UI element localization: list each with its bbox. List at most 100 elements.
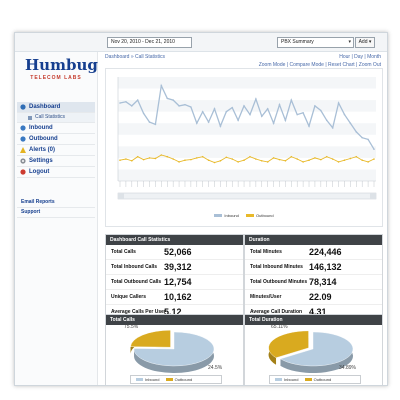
data-point xyxy=(272,122,275,125)
data-point xyxy=(343,159,346,161)
data-point xyxy=(343,113,346,116)
legend-label: Inbound xyxy=(145,377,160,382)
data-point xyxy=(201,110,204,113)
pie-slice-outbound xyxy=(130,330,171,348)
data-point xyxy=(125,158,127,160)
panel-title: Total Calls xyxy=(106,315,243,325)
stat-value: 146,132 xyxy=(309,262,342,272)
add-button[interactable]: Add ▾ xyxy=(355,37,375,48)
top-toolbar: Nov 20, 2010 - Dec 21, 2010 PBX Summary … xyxy=(15,33,387,52)
sidebar-item-settings[interactable]: Settings xyxy=(17,156,95,167)
sidebar-item-label: Logout xyxy=(29,169,50,175)
grid-band xyxy=(118,100,376,112)
legend-label: Outbound xyxy=(313,377,332,382)
data-point xyxy=(260,159,263,162)
data-point xyxy=(213,107,216,110)
sidebar-item-label: Call Statistics xyxy=(35,114,66,120)
total-calls-pie: 75.5% 24.5% Inbound Outbound xyxy=(106,324,243,385)
data-point xyxy=(255,158,257,160)
legend-label: Inbound xyxy=(224,213,239,218)
legend-label: Outbound xyxy=(174,377,193,382)
stat-row: Total Minutes 224,446 xyxy=(245,245,382,260)
data-point xyxy=(243,159,245,161)
panel-title: Dashboard Call Statistics xyxy=(106,235,243,245)
stat-value: 39,312 xyxy=(164,262,192,272)
stat-label: Minutes/User xyxy=(250,294,282,300)
stat-row: Total Outbound Minutes 78,314 xyxy=(245,275,382,290)
dashboard-icon xyxy=(20,104,26,110)
data-point xyxy=(160,84,163,87)
data-point xyxy=(320,109,322,112)
data-point xyxy=(266,107,269,110)
stat-label: Total Calls xyxy=(111,249,136,255)
data-point xyxy=(367,161,369,163)
panel-title: Duration xyxy=(245,235,382,245)
slice-label: 24.5% xyxy=(208,365,223,371)
sidebar-item-label: Outbound xyxy=(29,136,58,142)
pie-slice-inbound xyxy=(279,331,354,367)
data-point xyxy=(355,155,358,158)
data-point xyxy=(320,158,322,161)
stat-value: 78,314 xyxy=(309,277,337,287)
data-point xyxy=(119,102,121,104)
data-point xyxy=(195,122,198,125)
stat-row: Unique Callers 10,162 xyxy=(106,290,243,305)
data-point xyxy=(290,155,293,158)
stat-value: 4.31 xyxy=(309,307,327,317)
pie-legend: Inbound Outbound xyxy=(269,375,361,384)
data-point xyxy=(308,159,310,161)
legend-label: Inbound xyxy=(284,377,299,382)
sidebar-item-alerts[interactable]: Alerts (0) xyxy=(17,145,95,156)
data-point xyxy=(296,158,299,160)
breadcrumb[interactable]: Dashboard » Call Statistics xyxy=(105,54,166,60)
grid-band xyxy=(118,123,376,135)
data-point xyxy=(154,157,157,160)
sidebar-item-logout[interactable]: Logout xyxy=(17,167,95,178)
report-select[interactable]: PBX Summary ▾ xyxy=(277,37,354,48)
data-point xyxy=(249,155,251,158)
data-point xyxy=(308,125,310,127)
pie-slice-outbound xyxy=(268,330,309,358)
sidebar-item-call-statistics[interactable]: Call Statistics xyxy=(17,113,95,123)
chart-zoom-links[interactable]: Zoom Mode | Compare Mode | Reset Chart |… xyxy=(258,62,381,68)
call-volume-chart: Inbound Outbound xyxy=(105,68,383,227)
legend-item-outbound[interactable]: Outbound xyxy=(246,213,274,218)
legend-item-inbound[interactable]: Inbound xyxy=(214,213,239,218)
app-window: Nov 20, 2010 - Dec 21, 2010 PBX Summary … xyxy=(14,32,388,386)
data-point xyxy=(142,158,145,161)
total-duration-pie: 65.11% 34.89% Inbound Outbound xyxy=(245,324,382,385)
data-point xyxy=(219,159,222,162)
data-point xyxy=(243,105,245,107)
pie-chart-svg xyxy=(130,330,215,373)
legend-swatch xyxy=(214,214,223,218)
sidebar-item-inbound[interactable]: Inbound xyxy=(17,123,95,134)
data-point xyxy=(349,157,352,160)
data-point xyxy=(325,119,328,122)
data-point xyxy=(260,115,263,118)
email-reports-link[interactable]: Email Reports xyxy=(17,198,95,208)
sidebar-item-dashboard[interactable]: Dashboard xyxy=(17,102,95,113)
data-point xyxy=(160,154,163,156)
date-range-field[interactable]: Nov 20, 2010 - Dec 21, 2010 xyxy=(107,37,192,48)
stat-value: 12,754 xyxy=(164,277,192,287)
data-point xyxy=(201,155,204,158)
data-point xyxy=(373,148,375,151)
support-link[interactable]: Support xyxy=(17,208,95,218)
duration-panel: Duration Total Minutes 224,446 Total Inbo… xyxy=(244,234,383,321)
data-point xyxy=(225,110,228,113)
range-links[interactable]: Hour | Day | Month xyxy=(339,54,381,60)
data-point xyxy=(231,158,234,160)
data-point xyxy=(131,105,133,107)
data-point xyxy=(331,127,334,129)
data-point xyxy=(172,99,174,101)
sidebar-item-outbound[interactable]: Outbound xyxy=(17,134,95,145)
data-point xyxy=(237,161,239,163)
pie-chart-svg xyxy=(268,330,354,373)
slice-label: 34.89% xyxy=(339,365,356,371)
data-point xyxy=(278,158,281,161)
data-point xyxy=(302,161,304,163)
stat-label: Total Outbound Calls xyxy=(111,279,162,285)
chart-navigator xyxy=(117,192,377,200)
legend-swatch xyxy=(165,378,173,382)
data-point xyxy=(154,123,157,126)
